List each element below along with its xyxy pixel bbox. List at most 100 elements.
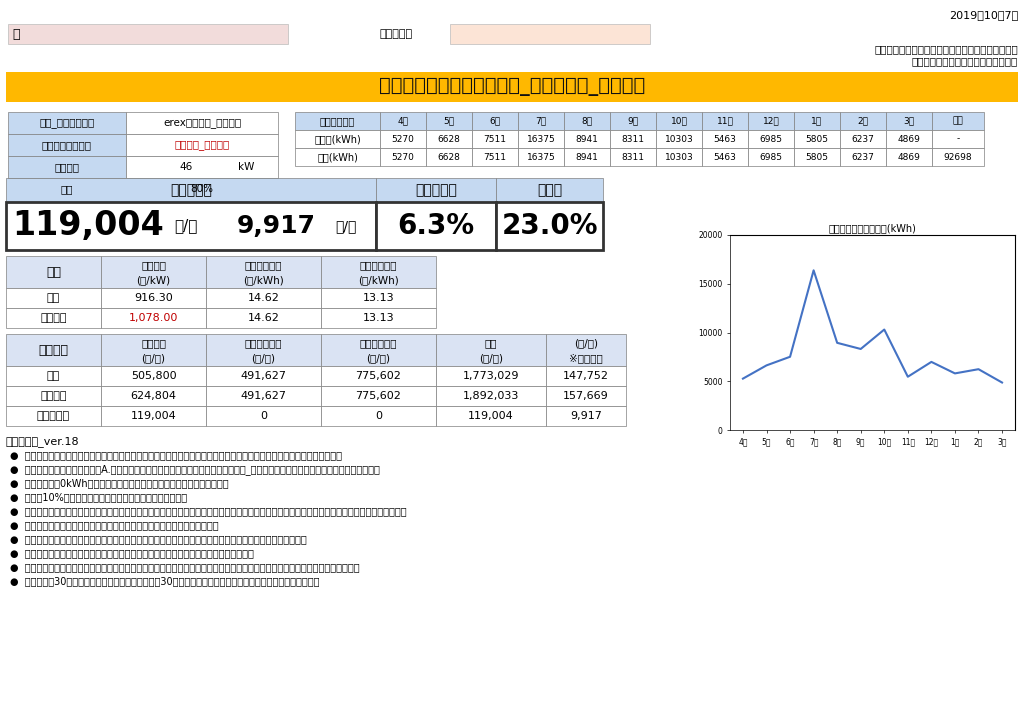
Bar: [546, 366, 626, 386]
Bar: [840, 112, 886, 130]
Text: 8月: 8月: [582, 116, 593, 126]
Text: 6237: 6237: [852, 134, 874, 144]
Bar: [321, 386, 436, 406]
Text: 関西電力: 関西電力: [40, 391, 67, 401]
Text: ●  試算結果は30日間として試算されております。（30日とならない月は、日割り計算しご請求いたします。）: ● 試算結果は30日間として試算されております。（30日とならない月は、日割り計…: [10, 576, 319, 586]
Text: 電気料金シミュレーション_近畿エリア_低圧電力: 電気料金シミュレーション_近畿エリア_低圧電力: [379, 78, 645, 97]
Text: 119,004: 119,004: [12, 210, 164, 242]
Text: -: -: [956, 134, 959, 144]
Bar: [101, 406, 206, 426]
Bar: [748, 130, 794, 148]
Text: 推定削減率: 推定削減率: [415, 183, 457, 197]
Text: イーレックス・スパーク・マーケティング株式会社: イーレックス・スパーク・マーケティング株式会社: [874, 44, 1018, 54]
Text: 9,917: 9,917: [570, 411, 602, 421]
Text: ●  契約電力に対して使用電力量が多い場合（右表参照）、電気料金が関西電力のものと比べて高くなる可能性があります。: ● 契約電力に対して使用電力量が多い場合（右表参照）、電気料金が関西電力のものと…: [10, 450, 342, 460]
Text: (円/kW): (円/kW): [136, 275, 171, 285]
Bar: [8, 156, 126, 178]
Text: 6.3%: 6.3%: [397, 212, 474, 240]
Bar: [101, 256, 206, 288]
Bar: [564, 148, 610, 166]
Text: 他季従量料金: 他季従量料金: [359, 338, 397, 348]
Bar: [426, 130, 472, 148]
Bar: [206, 386, 321, 406]
Text: 92698: 92698: [944, 152, 973, 161]
Bar: [101, 334, 206, 366]
Bar: [6, 178, 376, 202]
Text: 157,669: 157,669: [563, 391, 609, 401]
Bar: [610, 112, 656, 130]
Bar: [321, 256, 436, 288]
Bar: [321, 308, 436, 328]
Bar: [376, 202, 496, 250]
Bar: [840, 148, 886, 166]
Bar: [101, 366, 206, 386]
Bar: [101, 386, 206, 406]
Bar: [126, 178, 278, 200]
Text: ●  試算結果には再生可能エネルギー発電促進課金・燃料費調整額は含まれておりません。: ● 試算結果には再生可能エネルギー発電促進課金・燃料費調整額は含まれておりません…: [10, 548, 254, 558]
Text: 4月: 4月: [397, 116, 409, 126]
Text: 基本料金: 基本料金: [141, 260, 166, 270]
Text: 合計: 合計: [484, 338, 498, 348]
Bar: [206, 288, 321, 308]
Text: 弊社_ご契約プラン: 弊社_ご契約プラン: [39, 118, 94, 128]
Text: 2月: 2月: [857, 116, 868, 126]
Text: ご使用場所: ご使用場所: [380, 29, 413, 39]
Text: 14.62: 14.62: [248, 313, 280, 323]
Bar: [321, 288, 436, 308]
Bar: [436, 386, 546, 406]
Bar: [794, 148, 840, 166]
Text: 16375: 16375: [526, 134, 555, 144]
Bar: [6, 202, 376, 250]
Text: 46: 46: [179, 162, 193, 172]
Bar: [886, 112, 932, 130]
Bar: [932, 112, 984, 130]
Bar: [376, 178, 496, 202]
Bar: [101, 288, 206, 308]
Bar: [702, 112, 748, 130]
Text: 8311: 8311: [622, 152, 644, 161]
Bar: [564, 130, 610, 148]
Bar: [380, 148, 426, 166]
Bar: [702, 148, 748, 166]
Text: 10303: 10303: [665, 152, 693, 161]
Text: ●  本ご契約プランに関しては、A.ご利用開始申込書の裏面をご確認いただき、同書面_表面のご署名欄へのご署名をお願いいたします。: ● 本ご契約プランに関しては、A.ご利用開始申込書の裏面をご確認いただき、同書面…: [10, 464, 380, 475]
Text: 様: 様: [12, 28, 19, 41]
Text: 119,004: 119,004: [131, 411, 176, 421]
Bar: [496, 178, 603, 202]
Text: 弊社: 弊社: [47, 371, 60, 381]
Text: ご注意事項_ver.18: ご注意事項_ver.18: [6, 436, 80, 447]
Bar: [321, 366, 436, 386]
Text: 円/月: 円/月: [335, 219, 356, 233]
Text: 3月: 3月: [903, 116, 914, 126]
Text: 夏季従量料金: 夏季従量料金: [245, 338, 283, 348]
Text: 80%: 80%: [190, 184, 213, 194]
Bar: [6, 386, 101, 406]
Text: 8311: 8311: [622, 134, 644, 144]
Text: 基本料金: 基本料金: [141, 338, 166, 348]
Text: 624,804: 624,804: [130, 391, 176, 401]
Text: 6985: 6985: [760, 134, 782, 144]
Bar: [206, 334, 321, 366]
Text: 505,800: 505,800: [131, 371, 176, 381]
Text: 関西電力: 関西電力: [40, 313, 67, 323]
Text: 1月: 1月: [811, 116, 822, 126]
Text: 12月: 12月: [763, 116, 779, 126]
Bar: [932, 130, 984, 148]
Bar: [518, 112, 564, 130]
Bar: [126, 112, 278, 134]
Bar: [295, 112, 380, 130]
Bar: [426, 112, 472, 130]
Bar: [295, 148, 380, 166]
Bar: [206, 406, 321, 426]
Bar: [380, 112, 426, 130]
Text: 1,773,029: 1,773,029: [463, 371, 519, 381]
Text: 14.62: 14.62: [248, 293, 280, 303]
Text: 他季従量料金: 他季従量料金: [359, 260, 397, 270]
Text: 関西電力_低圧電力: 関西電力_低圧電力: [174, 140, 229, 150]
Bar: [472, 148, 518, 166]
Bar: [206, 366, 321, 386]
Text: 5463: 5463: [714, 134, 736, 144]
Text: ●  使用電力量が0kWhとなる月は、基本料金を半額とさせていただきます。: ● 使用電力量が0kWhとなる月は、基本料金を半額とさせていただきます。: [10, 478, 228, 488]
Bar: [206, 256, 321, 288]
Text: (円/年): (円/年): [141, 353, 166, 363]
